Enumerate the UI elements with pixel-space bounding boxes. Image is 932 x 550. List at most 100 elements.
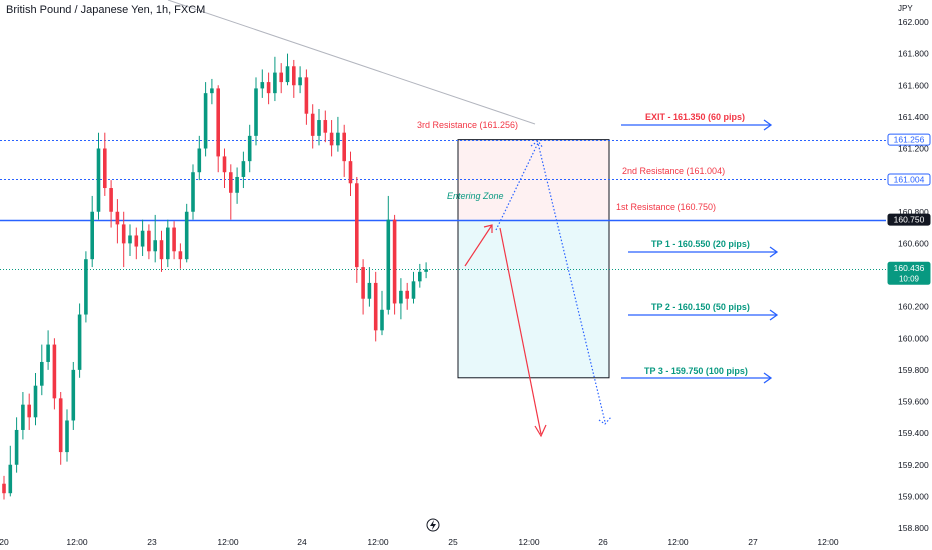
candle[interactable] (273, 56, 277, 102)
exit-arrow[interactable] (621, 119, 773, 131)
candle[interactable] (21, 392, 25, 440)
candle-body (210, 88, 214, 94)
candle[interactable] (109, 180, 113, 228)
candle[interactable] (84, 251, 88, 323)
target-zone[interactable] (458, 219, 609, 378)
candle[interactable] (65, 409, 69, 462)
candle[interactable] (8, 445, 13, 497)
candle[interactable] (153, 214, 157, 263)
tp2-arrow[interactable] (628, 309, 779, 321)
dotted-path[interactable] (495, 141, 606, 423)
candle[interactable] (172, 221, 176, 260)
candle[interactable] (14, 417, 19, 473)
candle[interactable] (386, 195, 391, 315)
candle[interactable] (380, 290, 384, 336)
candle[interactable] (159, 230, 164, 272)
candle[interactable] (418, 263, 422, 288)
candle[interactable] (115, 199, 120, 244)
candle[interactable] (247, 124, 252, 173)
candle[interactable] (27, 393, 31, 430)
candle[interactable] (292, 59, 296, 98)
candle[interactable] (77, 303, 82, 378)
candle-body (254, 88, 258, 136)
candle[interactable] (235, 167, 239, 204)
candle[interactable] (52, 338, 57, 410)
trendline[interactable] (167, 0, 536, 125)
candle[interactable] (298, 66, 302, 94)
candle[interactable] (367, 267, 372, 307)
candle[interactable] (285, 53, 290, 86)
candle[interactable] (373, 271, 378, 342)
candle[interactable] (33, 373, 38, 426)
candle-body (292, 66, 296, 86)
candle[interactable] (103, 132, 107, 196)
price-label[interactable]: 161.256 (887, 133, 931, 146)
candle[interactable] (140, 219, 145, 257)
candle[interactable] (310, 104, 315, 149)
candle[interactable] (361, 259, 365, 315)
red-down-arrow[interactable] (499, 227, 542, 435)
candle[interactable] (166, 219, 170, 268)
dotted-arrow-head-up (530, 140, 544, 149)
candle[interactable] (40, 344, 44, 396)
candle[interactable] (241, 151, 246, 189)
candle[interactable] (210, 78, 214, 105)
candle[interactable] (58, 392, 63, 465)
candle-body (128, 235, 132, 244)
candle-body (323, 120, 328, 133)
candle[interactable] (191, 164, 195, 220)
time-axis: 20 12:00 23 12:00 24 12:00 25 12:00 26 12:00 27 12:… (0, 518, 886, 550)
trend-line (167, 0, 536, 125)
candle[interactable] (96, 132, 101, 220)
candle[interactable] (405, 282, 409, 310)
candle[interactable] (222, 148, 227, 189)
candle[interactable] (342, 124, 346, 177)
price-label[interactable]: 161.004 (887, 173, 931, 186)
candle[interactable] (134, 227, 139, 260)
candle[interactable] (266, 72, 271, 105)
candle[interactable] (128, 224, 132, 257)
candle[interactable] (46, 330, 50, 370)
symbol-title[interactable]: British Pound / Japanese Yen, 1h, FXCM (6, 4, 206, 16)
candle[interactable] (178, 243, 183, 269)
lightning-icon[interactable] (426, 518, 440, 532)
candle[interactable] (147, 224, 151, 260)
y-tick-label: 160.800 (898, 207, 929, 217)
candle[interactable] (399, 278, 403, 320)
candle[interactable] (317, 108, 321, 146)
tp3-arrow[interactable] (621, 372, 773, 384)
price-label[interactable]: 160.750 (887, 213, 931, 226)
candle[interactable] (260, 69, 265, 98)
x-tick-label: 12:00 (518, 537, 540, 547)
candle[interactable] (411, 271, 416, 304)
candle[interactable] (2, 475, 6, 500)
candle[interactable] (323, 110, 328, 143)
candle[interactable] (71, 361, 76, 430)
candle[interactable] (184, 203, 189, 263)
candle[interactable] (424, 262, 428, 279)
candle[interactable] (279, 63, 283, 94)
candle[interactable] (197, 135, 202, 181)
candle[interactable] (392, 214, 397, 315)
candle[interactable] (216, 85, 220, 173)
y-tick-label: 159.200 (898, 460, 929, 470)
candle[interactable] (254, 77, 258, 146)
candle[interactable] (90, 195, 94, 268)
candle[interactable] (203, 82, 208, 157)
lightning-icon-ring (426, 518, 440, 532)
axis-unit-label: JPY (898, 4, 913, 13)
candle-body (172, 227, 176, 252)
candle[interactable] (348, 151, 353, 196)
tp1-arrow[interactable] (628, 246, 779, 258)
candle[interactable] (336, 116, 340, 152)
candle[interactable] (355, 176, 359, 283)
candle[interactable] (229, 164, 233, 220)
candle[interactable] (304, 69, 309, 125)
position-box (457, 139, 610, 379)
candle[interactable] (121, 211, 126, 268)
candle[interactable] (329, 120, 334, 157)
red-up-arrow[interactable] (464, 224, 493, 267)
